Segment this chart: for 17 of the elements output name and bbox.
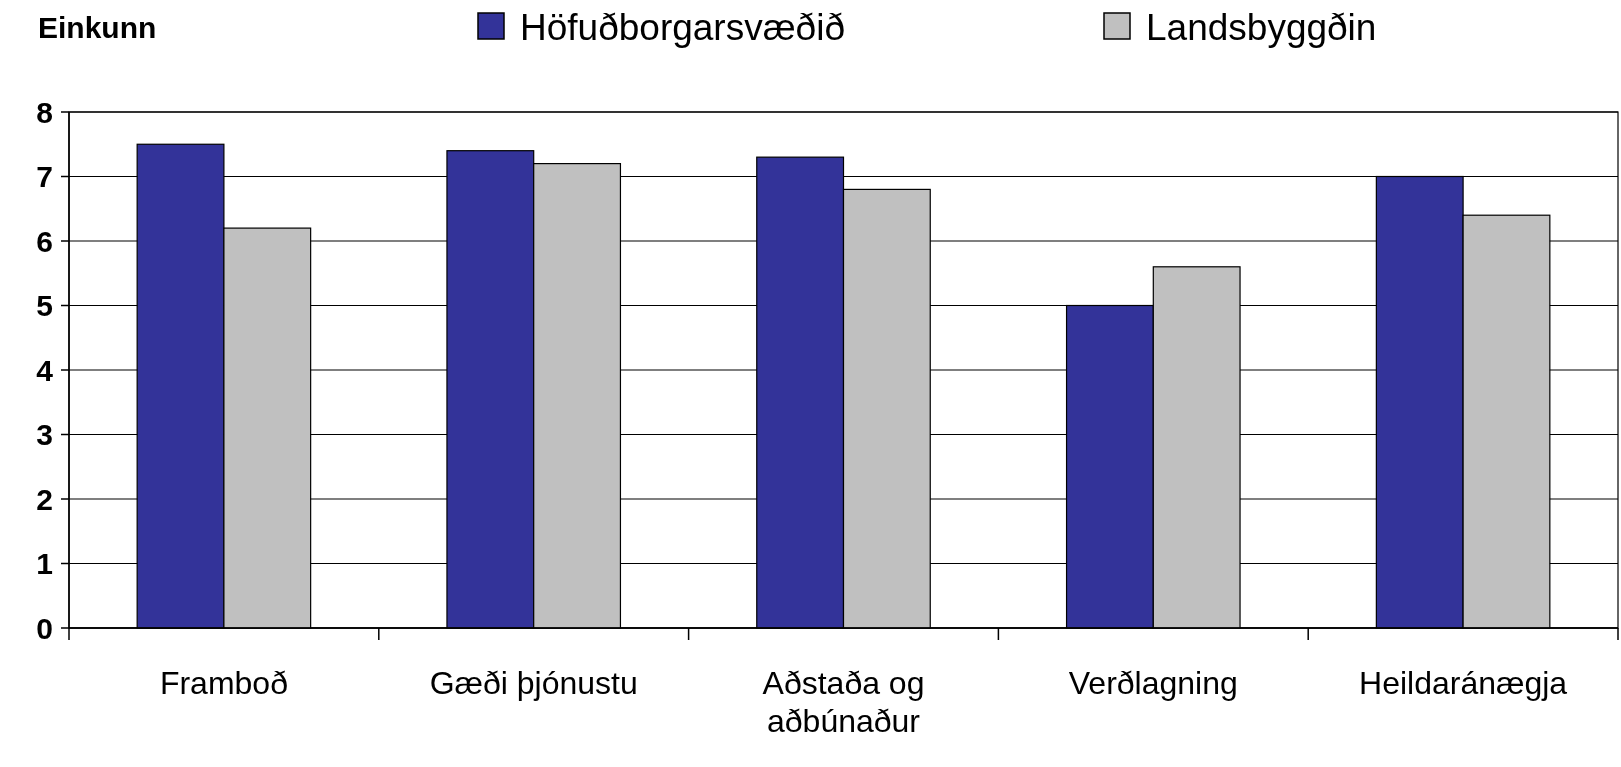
x-tick-label: Framboð — [159, 665, 288, 701]
y-tick-label: 6 — [36, 224, 53, 258]
legend-label: Landsbyggðin — [1146, 6, 1377, 48]
y-tick-label: 7 — [36, 160, 53, 193]
y-tick-label: 4 — [36, 353, 54, 387]
x-tick-label: Aðstaða og aðbúnaður — [762, 665, 925, 739]
y-tick-label: 3 — [36, 418, 53, 451]
y-tick-label: 8 — [36, 95, 53, 129]
y-tick-label: 5 — [36, 289, 53, 322]
y-axis-title: Einkunn — [38, 11, 157, 44]
x-tick-label: Gæði þjónustu — [429, 665, 638, 701]
y-tick-label: 2 — [36, 482, 53, 516]
x-tick-label: Verðlagning — [1068, 665, 1238, 701]
x-tick-label: Heildaránægja — [1359, 665, 1568, 701]
y-tick-label: 0 — [36, 611, 53, 645]
legend-label: Höfuðborgarsvæðið — [520, 6, 845, 48]
y-tick-label: 1 — [36, 547, 53, 580]
